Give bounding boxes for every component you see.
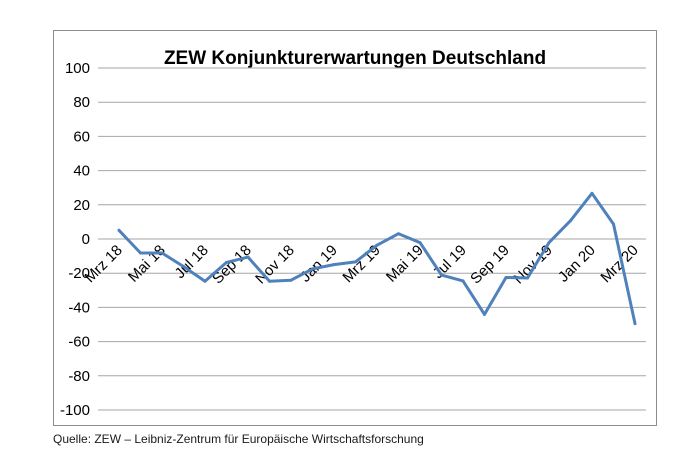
data-point xyxy=(418,241,422,245)
data-point xyxy=(397,232,400,236)
data-point xyxy=(590,191,594,195)
y-tick-label: 40 xyxy=(73,163,90,180)
data-point xyxy=(117,228,121,232)
data-point xyxy=(504,275,508,279)
data-point xyxy=(289,278,293,282)
y-tick-label: -40 xyxy=(68,299,90,316)
data-point xyxy=(160,251,164,255)
data-point xyxy=(633,322,637,326)
data-point xyxy=(483,312,486,316)
source-note: Quelle: ZEW – Leibniz-Zentrum für Europä… xyxy=(53,432,424,446)
y-axis-tick-labels: 100 80 60 40 20 0 -20 -40 -60 -80 -100 xyxy=(60,60,90,419)
data-point xyxy=(203,279,207,283)
data-point xyxy=(139,251,142,255)
x-tick-label: Jan 20 xyxy=(555,242,599,286)
gridlines xyxy=(98,67,646,411)
x-tick-label: Sep 19 xyxy=(467,242,513,288)
data-point xyxy=(182,265,185,269)
chart-frame xyxy=(53,30,657,426)
data-point xyxy=(569,219,572,223)
y-tick-label: -20 xyxy=(68,265,90,282)
x-tick-label: Mrz 18 xyxy=(81,242,125,286)
y-tick-label: 100 xyxy=(65,60,90,77)
data-point xyxy=(547,241,551,245)
data-point xyxy=(225,260,228,264)
y-tick-label: -100 xyxy=(60,402,90,419)
x-tick-label: Nov 19 xyxy=(510,242,556,288)
x-tick-label: Sep 18 xyxy=(209,242,255,288)
x-tick-label: Mai 19 xyxy=(383,242,427,286)
data-point xyxy=(354,260,357,264)
x-tick-label: Mai 18 xyxy=(125,242,169,286)
y-tick-label: 60 xyxy=(73,128,90,145)
data-point xyxy=(246,255,250,259)
y-tick-label: 20 xyxy=(73,197,90,214)
chart-title: ZEW Konjunkturerwartungen Deutschland xyxy=(164,48,546,69)
series-layer xyxy=(117,191,637,326)
data-point xyxy=(440,273,443,277)
data-point xyxy=(375,243,379,247)
y-tick-label: 0 xyxy=(82,231,90,248)
y-tick-label: -80 xyxy=(68,368,90,385)
data-point xyxy=(526,276,529,280)
y-tick-label: -60 xyxy=(68,334,90,351)
data-point xyxy=(612,222,615,226)
y-tick-label: 80 xyxy=(73,94,90,111)
data-point xyxy=(461,279,465,283)
data-point xyxy=(311,267,314,271)
data-point xyxy=(268,279,271,283)
data-point xyxy=(332,263,336,267)
